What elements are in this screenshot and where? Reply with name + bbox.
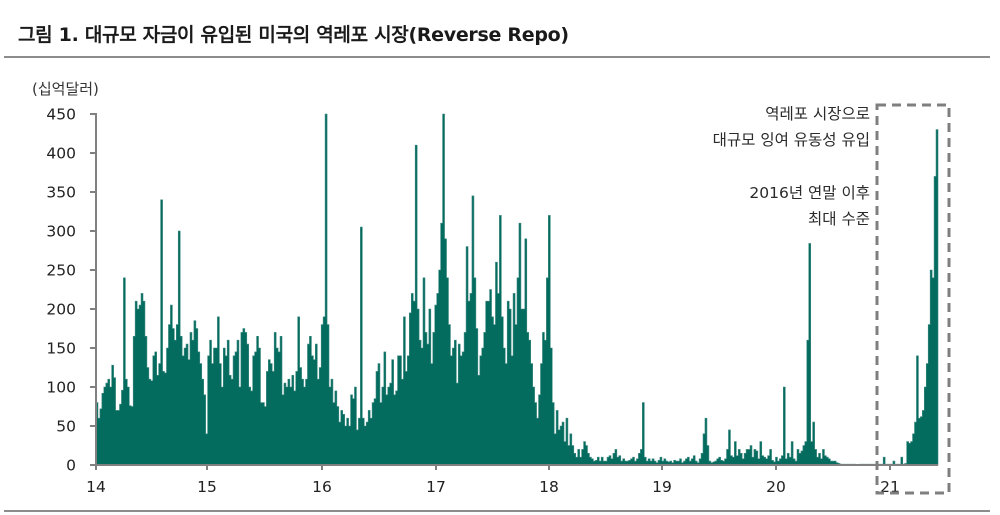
highlight-box (875, 103, 951, 495)
annotation-line-1: 역레포 시장으로 (765, 105, 870, 123)
x-tick-label: 18 (539, 478, 559, 496)
x-axis: 14 15 16 17 18 19 20 21 (86, 464, 938, 496)
y-tick-label: 400 (46, 145, 76, 163)
bottom-divider (4, 510, 990, 512)
x-tick-label: 14 (86, 478, 106, 496)
y-tick-label: 250 (46, 262, 76, 280)
x-tick-label: 15 (197, 478, 217, 496)
y-tick-label: 50 (56, 418, 76, 436)
annotation-max-level: 2016년 연말 이후 최대 수준 (749, 180, 870, 232)
title-divider (4, 56, 990, 58)
annotation-line-2: 대규모 잉여 유동성 유입 (712, 131, 870, 149)
bar-series (95, 113, 939, 466)
y-tick-label: 150 (46, 340, 76, 358)
x-tick-label: 19 (652, 478, 672, 496)
y-tick-label: 300 (46, 223, 76, 241)
annotation-line-4: 최대 수준 (808, 210, 870, 228)
annotation-line-3: 2016년 연말 이후 (749, 184, 870, 202)
chart-title: 그림 1. 대규모 자금이 유입된 미국의 역레포 시장(Reverse Rep… (18, 24, 569, 46)
y-tick-label: 100 (46, 379, 76, 397)
y-tick-label: 200 (46, 301, 76, 319)
annotation-inflow: 역레포 시장으로 대규모 잉여 유동성 유입 (713, 101, 870, 153)
y-tick-label: 350 (46, 184, 76, 202)
x-tick-label: 16 (312, 478, 332, 496)
x-tick-label: 20 (766, 478, 786, 496)
bar-area (95, 113, 939, 466)
y-tick-label: 0 (66, 457, 76, 475)
x-tick-label: 17 (426, 478, 446, 496)
y-axis: 0 50 100 150 200 250 300 350 400 450 (46, 106, 97, 475)
y-axis-unit-label: (십억달러) (32, 80, 99, 98)
y-tick-label: 450 (46, 106, 76, 124)
